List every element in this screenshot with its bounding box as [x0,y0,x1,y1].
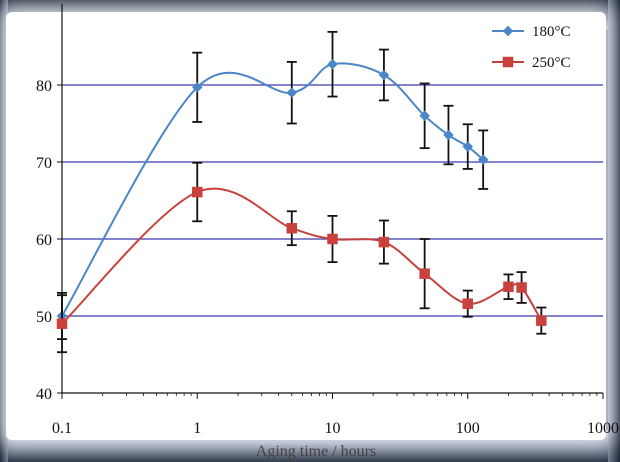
series-layer [56,30,547,354]
x-axis-label: Aging time / hours [256,443,376,460]
data-point [378,236,390,248]
backdrop-left [0,0,8,462]
backdrop-right [608,0,620,462]
y-tick-label: 50 [36,309,52,326]
series-1 [56,161,547,354]
data-point [462,298,473,309]
x-tick-label: 10 [325,420,341,437]
data-point [286,87,298,99]
data-point [419,268,430,279]
data-point [191,81,203,93]
data-point [536,315,547,326]
y-tick-label: 70 [36,155,52,172]
data-point [477,154,489,166]
y-tick-label: 40 [36,386,52,403]
chart-panel [6,12,606,440]
data-point [419,110,430,122]
legend-marker [502,56,514,68]
axes-layer: 40 50 60 70 80 0.1 1 10 100 1000 [36,4,619,437]
legend-label: 250°C [532,55,571,71]
y-tick-label: 80 [36,78,52,95]
data-point [503,281,514,292]
data-point [327,58,338,70]
data-point [192,186,203,198]
series-0 [56,30,489,341]
legend-marker [502,25,514,37]
data-point [462,141,474,152]
y-tick-label: 60 [36,232,52,249]
series-line [61,62,484,317]
x-tick-label: 100 [456,420,480,437]
legend: 180°C 250°C [492,24,571,71]
legend-label: 180°C [532,24,571,40]
data-point [56,318,68,329]
x-tick-label: 1 [193,420,201,437]
data-point [286,222,298,234]
data-point [327,233,338,245]
data-point [516,282,527,293]
x-tick-label: 0.1 [52,420,72,437]
data-point [443,129,454,141]
data-point [378,69,390,81]
x-tick-label: 1000 [587,420,619,437]
